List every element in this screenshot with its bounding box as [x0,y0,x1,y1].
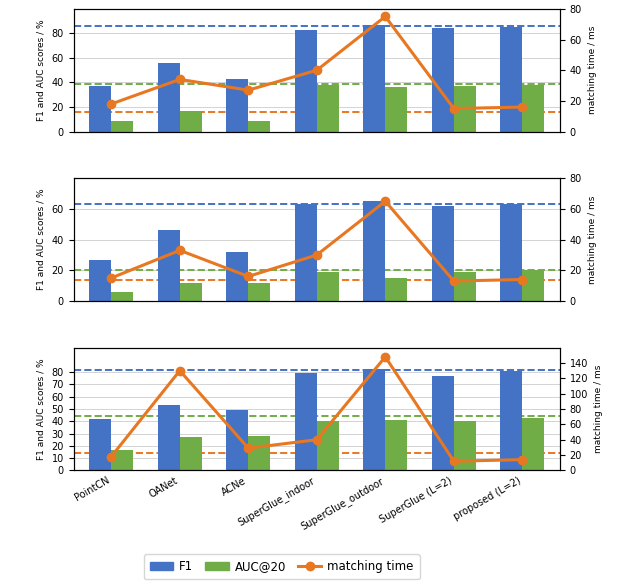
Bar [295,29,317,132]
Bar [317,421,339,470]
Bar [432,28,454,132]
Legend: F1, AUC@20, matching time: F1, AUC@20, matching time [144,554,419,579]
Bar [158,230,180,301]
Bar [522,85,544,132]
Bar [364,25,385,132]
Bar [522,270,544,301]
Bar [385,278,407,301]
Bar [295,373,317,470]
Bar [385,88,407,132]
Bar [111,450,133,470]
Y-axis label: matching time / ms: matching time / ms [588,26,596,115]
Bar [90,259,111,301]
Y-axis label: matching time / ms: matching time / ms [588,195,596,284]
Bar [385,420,407,470]
Bar [158,405,180,470]
Bar [180,111,202,132]
Bar [227,252,248,301]
Bar [158,63,180,132]
Bar [227,79,248,132]
Bar [227,410,248,470]
Y-axis label: F1 and AUC scores / %: F1 and AUC scores / % [37,358,46,460]
Bar [500,27,522,132]
Bar [180,437,202,470]
Bar [90,86,111,132]
Y-axis label: F1 and AUC scores / %: F1 and AUC scores / % [37,19,46,121]
Bar [364,369,385,470]
Bar [432,376,454,470]
Bar [90,419,111,470]
Bar [180,283,202,301]
Bar [432,206,454,301]
Bar [454,272,476,301]
Bar [248,121,270,132]
Bar [111,121,133,132]
Bar [248,283,270,301]
Bar [454,86,476,132]
Y-axis label: F1 and AUC scores / %: F1 and AUC scores / % [37,189,46,290]
Bar [522,417,544,470]
Bar [111,292,133,301]
Bar [364,201,385,301]
Bar [248,436,270,470]
Bar [500,204,522,301]
Bar [295,204,317,301]
Bar [454,421,476,470]
Y-axis label: matching time / ms: matching time / ms [594,365,603,453]
Bar [500,371,522,470]
Bar [317,272,339,301]
Bar [317,85,339,132]
